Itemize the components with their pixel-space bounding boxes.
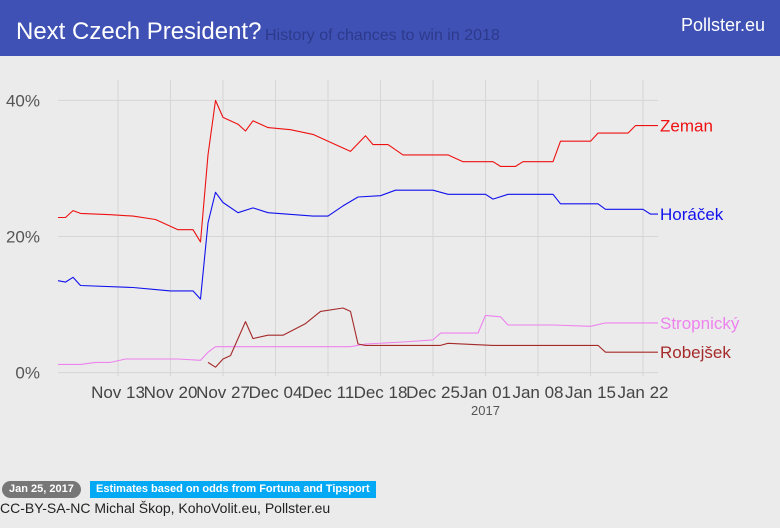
y-tick-label: 20%	[6, 228, 40, 247]
x-tick-label: Dec 18	[354, 383, 408, 402]
date-badge: Jan 25, 2017	[2, 481, 81, 498]
header-bar: Next Czech President? History of chances…	[0, 0, 780, 56]
x-tick-label: Dec 25	[406, 383, 460, 402]
y-tick-label: 0%	[15, 364, 40, 383]
brand-label: Pollster.eu	[680, 15, 765, 35]
x-tick-label: Dec 04	[249, 383, 303, 402]
note-badge: Estimates based on odds from Fortuna and…	[90, 481, 376, 498]
x-tick-label: Jan 08	[512, 383, 563, 402]
series-label: Zeman	[660, 117, 713, 136]
x-tick-label: Jan 22	[617, 383, 668, 402]
x-tick-label: Jan 01	[460, 383, 511, 402]
series-line-zeman	[58, 99, 658, 243]
x-tick-label: Dec 11	[302, 383, 355, 402]
series-line-robejšek	[207, 307, 658, 368]
series-label: Horáček	[660, 205, 724, 224]
page-subtitle: History of chances to win in 2018	[265, 27, 500, 44]
x-tick-label: Jan 15	[565, 383, 616, 402]
x-tick-label: Nov 27	[196, 383, 250, 402]
series-label: Robejšek	[660, 343, 731, 362]
series-line-horáček	[57, 189, 658, 300]
y-tick-label: 40%	[6, 91, 40, 110]
x-tick-label: Nov 20	[144, 383, 198, 402]
x-year-label: 2017	[471, 403, 500, 418]
page-title: Next Czech President?	[16, 18, 262, 45]
x-tick-label: Nov 13	[91, 383, 145, 402]
credit-text: CC-BY-SA-NC Michal Škop, KohoVolit.eu, P…	[0, 500, 331, 516]
series-line-stropnický	[58, 314, 658, 365]
series-label: Stropnický	[660, 314, 740, 333]
